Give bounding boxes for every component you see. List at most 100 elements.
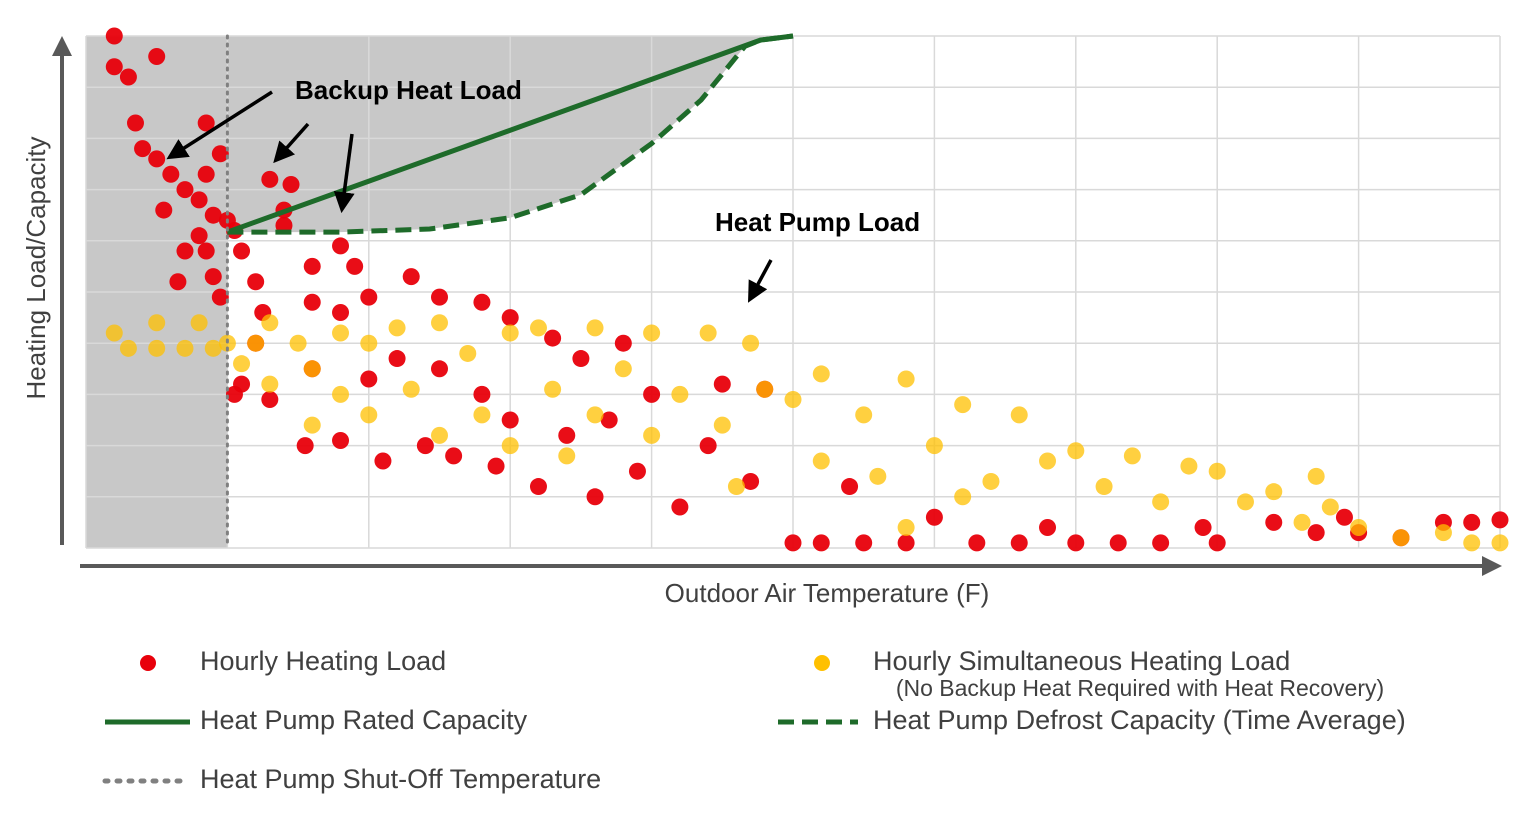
- point: [332, 385, 350, 403]
- point: [1335, 508, 1353, 526]
- point: [148, 150, 166, 168]
- point: [197, 242, 215, 260]
- point: [346, 257, 364, 275]
- point: [148, 339, 166, 357]
- point: [897, 370, 915, 388]
- point: [544, 380, 562, 398]
- point: [261, 391, 279, 409]
- point: [1350, 519, 1368, 537]
- point: [204, 268, 222, 286]
- point: [841, 478, 859, 496]
- point: [261, 314, 279, 332]
- point: [713, 375, 731, 393]
- point: [1109, 534, 1127, 552]
- point: [119, 68, 137, 86]
- point: [699, 437, 717, 455]
- point: [501, 309, 519, 327]
- point: [233, 242, 251, 260]
- annotations: Backup Heat Load Heat Pump Load: [166, 75, 920, 303]
- point: [1236, 493, 1254, 511]
- point: [487, 457, 505, 475]
- point: [225, 385, 243, 403]
- point: [982, 472, 1000, 490]
- point: [332, 237, 350, 255]
- point: [1293, 513, 1311, 531]
- point: [501, 411, 519, 429]
- point: [388, 350, 406, 368]
- point: [445, 447, 463, 465]
- point: [614, 334, 632, 352]
- point: [1123, 447, 1141, 465]
- point: [671, 385, 689, 403]
- point: [247, 273, 265, 291]
- point: [169, 273, 187, 291]
- point: [897, 534, 915, 552]
- point: [897, 519, 915, 537]
- point: [148, 314, 166, 332]
- point: [713, 416, 731, 434]
- point: [1434, 524, 1452, 542]
- annotation: Backup Heat Load: [295, 75, 522, 105]
- point: [119, 339, 137, 357]
- point: [473, 293, 491, 311]
- point: [247, 334, 265, 352]
- point: [529, 478, 547, 496]
- point: [954, 488, 972, 506]
- point: [529, 319, 547, 337]
- arrow: [333, 133, 355, 214]
- point: [812, 452, 830, 470]
- capacity-line: [227, 33, 794, 235]
- point: [190, 227, 208, 245]
- point: [303, 257, 321, 275]
- point: [727, 478, 745, 496]
- point: [197, 165, 215, 183]
- point: [303, 416, 321, 434]
- point: [162, 165, 180, 183]
- point: [1463, 534, 1481, 552]
- y-axis-title: Heating Load/Capacity: [21, 136, 51, 399]
- point: [211, 145, 229, 163]
- legend-detail: (No Backup Heat Required with Heat Recov…: [896, 675, 1384, 701]
- point: [431, 360, 448, 378]
- point: [134, 140, 152, 158]
- point: [1265, 513, 1283, 531]
- legend-label: Hourly Heating Load: [200, 646, 446, 676]
- legend-label: Heat Pump Shut-Off Temperature: [200, 764, 601, 794]
- point: [105, 27, 123, 45]
- point: [925, 437, 943, 455]
- point: [289, 334, 307, 352]
- x-axis-title: Outdoor Air Temperature (F): [665, 578, 990, 608]
- point: [1039, 519, 1057, 537]
- point: [586, 406, 604, 424]
- point: [211, 288, 229, 306]
- point: [1491, 511, 1509, 529]
- capacity-line: [226, 33, 794, 235]
- point: [756, 380, 774, 398]
- point: [1491, 534, 1509, 552]
- point: [402, 268, 420, 286]
- point: [614, 360, 632, 378]
- point: [784, 391, 802, 409]
- point: [431, 426, 448, 444]
- point: [296, 437, 314, 455]
- point: [1067, 442, 1085, 460]
- point: [1067, 534, 1085, 552]
- point: [1152, 534, 1170, 552]
- point: [416, 437, 434, 455]
- point: [643, 324, 661, 342]
- point: [855, 406, 873, 424]
- point: [1010, 534, 1028, 552]
- point: [1208, 462, 1226, 480]
- legend-label: Heat Pump Rated Capacity: [200, 705, 528, 735]
- point: [374, 452, 392, 470]
- point: [431, 314, 448, 332]
- series: [105, 314, 1509, 552]
- point: [176, 242, 194, 260]
- point: [459, 344, 477, 362]
- backup-region: [86, 36, 793, 548]
- point: [1039, 452, 1057, 470]
- point: [572, 350, 590, 368]
- point: [105, 324, 123, 342]
- point: [473, 406, 491, 424]
